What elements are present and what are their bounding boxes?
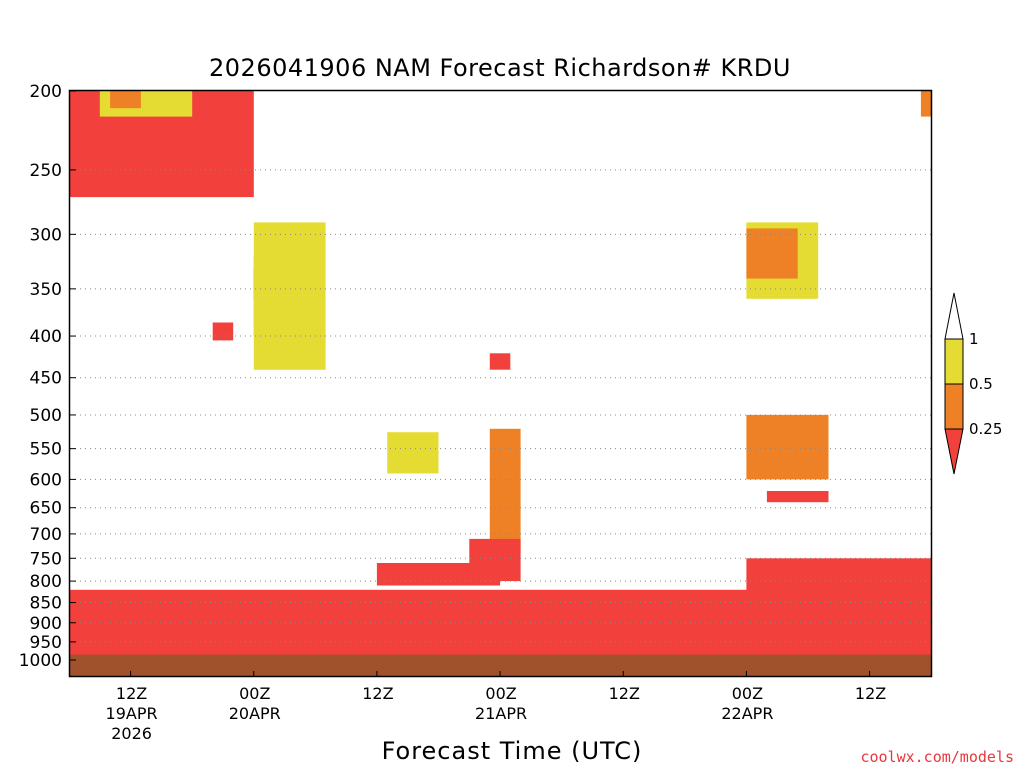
legend-top-arrow: [944, 292, 964, 340]
ri-region-2: [110, 91, 141, 109]
y-tick-label-650: 650: [30, 499, 62, 519]
y-tick-label-400: 400: [30, 327, 62, 347]
x-tick-label-3: 00Z: [485, 684, 516, 703]
y-tick-label-800: 800: [30, 572, 62, 592]
x-tick-label-5: 00Z: [732, 684, 763, 703]
ri-region-10: [489, 428, 521, 554]
ri-region-19: [920, 91, 931, 117]
legend: 1 0.5 0.25: [944, 292, 1002, 475]
ri-region-6: [212, 322, 234, 341]
ri-region-18: [70, 589, 931, 660]
credit-text: coolwx.com/models: [860, 748, 1014, 766]
x-tick-date-3: 21APR: [475, 704, 527, 723]
x-tick-label-0: 12Z: [116, 684, 147, 703]
x-tick-date-0: 19APR: [106, 704, 158, 723]
ri-region-15: [746, 414, 829, 480]
legend-label-1: 0.5: [969, 375, 993, 393]
y-tick-label-700: 700: [30, 525, 62, 545]
y-tick-label-200: 200: [30, 82, 62, 102]
y-tick-label-750: 750: [30, 549, 62, 569]
x-tick-label-2: 12Z: [362, 684, 393, 703]
x-tick-label-4: 12Z: [609, 684, 640, 703]
y-tick-label-850: 850: [30, 594, 62, 614]
y-tick-label-450: 450: [30, 369, 62, 389]
legend-label-2: 0.25: [969, 420, 1002, 438]
pressure-gridlines: [70, 169, 931, 643]
y-tick-label-300: 300: [30, 225, 62, 245]
y-tick-label-600: 600: [30, 470, 62, 490]
x-tick-label-6: 12Z: [855, 684, 886, 703]
y-axis: 200 250 300 350 400 450 500 550 600 650 700 750 8008…: [19, 82, 76, 671]
y-tick-label-250: 250: [30, 161, 62, 181]
ri-region-16: [766, 491, 829, 503]
legend-swatch-yellow: [944, 338, 964, 385]
ri-region-12: [376, 563, 501, 586]
ri-region-5: [253, 222, 326, 370]
ri-region-8: [387, 432, 439, 474]
y-tick-label-900: 900: [30, 614, 62, 634]
y-tick-label-500: 500: [30, 406, 62, 426]
legend-swatch-orange: [944, 383, 964, 430]
y-tick-label-1000: 1000: [19, 651, 62, 671]
x-tick-label-1: 00Z: [239, 684, 270, 703]
x-tick-date-1: 20APR: [229, 704, 281, 723]
x-tick-year-0: 2026: [111, 724, 152, 743]
ri-region-9: [489, 353, 511, 370]
y-tick-label-350: 350: [30, 280, 62, 300]
legend-bottom-arrow: [944, 428, 964, 475]
y-tick-label-550: 550: [30, 440, 62, 460]
x-axis-title: Forecast Time (UTC): [382, 737, 643, 765]
chart-title: 2026041906 NAM Forecast Richardson# KRDU: [209, 54, 791, 82]
legend-label-0: 1: [969, 330, 979, 348]
x-tick-date-5: 22APR: [721, 704, 773, 723]
heatmap-field: [70, 91, 931, 677]
ground-band: [70, 654, 931, 677]
ri-region-14: [746, 228, 798, 279]
y-tick-label-950: 950: [30, 633, 62, 653]
